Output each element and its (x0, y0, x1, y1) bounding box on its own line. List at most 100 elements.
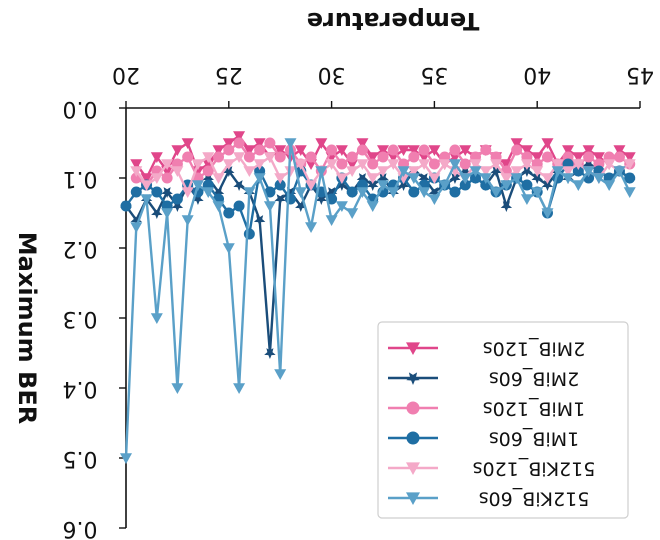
data-point (387, 144, 399, 156)
data-point (263, 152, 276, 163)
data-point (233, 383, 246, 394)
y-tick-label: 0.5 (63, 446, 98, 471)
data-point (181, 215, 194, 226)
data-point (233, 152, 246, 163)
legend-label: 2MiB_60s (489, 368, 579, 390)
data-point (222, 138, 235, 149)
data-point (377, 166, 389, 177)
data-point (274, 151, 286, 163)
data-point (562, 145, 575, 156)
data-point (182, 151, 194, 163)
x-tick-label: 40 (523, 62, 551, 87)
data-point (613, 151, 625, 163)
legend-marker (406, 492, 420, 505)
data-point (305, 151, 317, 163)
data-point (294, 145, 307, 156)
y-tick-label: 0.2 (63, 236, 98, 261)
data-point (377, 145, 389, 156)
data-point (500, 173, 513, 184)
data-point (366, 201, 379, 212)
data-point (397, 166, 410, 177)
data-point (541, 173, 554, 184)
data-point (408, 186, 420, 198)
data-point (294, 187, 307, 198)
data-point (428, 187, 441, 198)
x-tick-label: 30 (318, 62, 346, 87)
data-point (623, 159, 636, 170)
data-point (254, 144, 266, 156)
data-point (151, 208, 163, 219)
data-point (448, 159, 461, 170)
data-point (541, 208, 554, 219)
data-point (253, 159, 266, 170)
data-point (336, 158, 348, 170)
data-point (202, 165, 214, 177)
x-tick-label: 25 (215, 62, 243, 87)
x-tick-label: 20 (112, 62, 140, 87)
data-point (356, 187, 369, 198)
data-point (500, 201, 513, 212)
data-point (161, 208, 174, 219)
data-point (315, 138, 328, 149)
legend-marker (406, 401, 420, 415)
data-point (583, 151, 595, 163)
data-point (161, 187, 173, 198)
data-point (346, 208, 359, 219)
data-point (274, 194, 286, 205)
data-point (572, 152, 585, 163)
data-point (510, 138, 523, 149)
data-point (510, 166, 523, 177)
data-point (366, 173, 379, 184)
data-point (263, 201, 276, 212)
data-point (459, 145, 472, 156)
data-point (367, 180, 379, 191)
series-512KiB_60s (120, 138, 636, 464)
data-point (294, 159, 307, 170)
legend-marker (406, 431, 420, 445)
legend-label: 512KiB_60s (479, 488, 590, 510)
data-point (387, 187, 400, 198)
data-point (150, 313, 163, 324)
data-point (346, 151, 358, 163)
data-point (459, 166, 471, 177)
data-point (407, 173, 420, 184)
data-point (233, 180, 245, 191)
legend-item: 2MiB_120s (388, 338, 585, 360)
data-point (438, 180, 451, 191)
data-point (346, 186, 358, 198)
data-point (264, 348, 276, 359)
data-point (325, 159, 338, 170)
legend-marker (406, 342, 420, 355)
data-point (346, 159, 359, 170)
data-point (150, 152, 163, 163)
data-point (541, 151, 553, 163)
data-point (243, 151, 255, 163)
data-point (449, 186, 461, 198)
series-layer (120, 131, 636, 464)
data-point (613, 145, 626, 156)
data-point (274, 369, 287, 380)
data-point (418, 159, 431, 170)
data-point (335, 201, 348, 212)
data-point (181, 187, 194, 198)
data-point (623, 187, 636, 198)
data-point (562, 166, 575, 177)
data-point (233, 131, 246, 142)
data-point (253, 215, 266, 226)
data-point (479, 173, 492, 184)
legend-item: 1MiB_60s (388, 428, 579, 450)
data-point (191, 180, 204, 191)
data-point (315, 166, 328, 177)
data-point (274, 145, 287, 156)
data-point (531, 187, 544, 198)
data-point (428, 173, 441, 184)
legend-frame (377, 321, 629, 519)
data-point (531, 152, 544, 163)
data-point (212, 187, 225, 198)
data-point (531, 166, 544, 177)
data-point (315, 194, 328, 205)
data-point (120, 200, 132, 212)
data-point (356, 173, 369, 184)
data-point (449, 144, 461, 156)
data-point (572, 180, 585, 191)
